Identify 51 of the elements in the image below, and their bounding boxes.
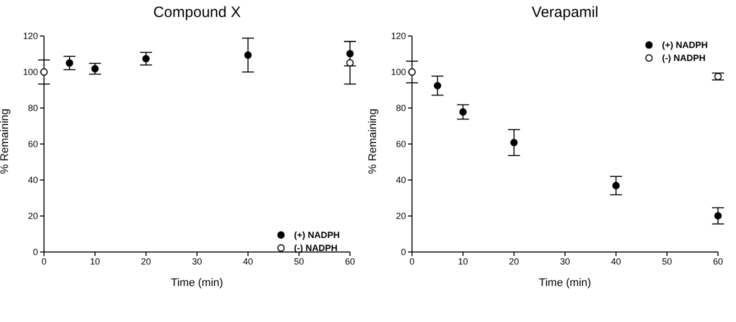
point (346, 50, 354, 58)
y-tick-label: 0 (400, 247, 406, 258)
point (91, 65, 99, 72)
x-tick-label: 10 (458, 256, 468, 266)
y-tick-label: 100 (390, 67, 406, 78)
point (510, 138, 518, 146)
legend-label: (-) NADPH (662, 52, 706, 62)
point (408, 68, 416, 76)
point (244, 51, 252, 59)
x-tick-label: 20 (140, 256, 152, 266)
point (434, 82, 442, 90)
y-tick-label: 100 (22, 67, 38, 78)
y-tick-label: 0 (32, 247, 38, 258)
point (714, 72, 722, 80)
point (459, 108, 467, 116)
point (612, 182, 620, 190)
y-tick-label: 40 (396, 175, 406, 186)
point (40, 68, 48, 76)
x-tick-label: 10 (90, 256, 100, 266)
x-axis-title: Time (min) (170, 277, 224, 289)
point (142, 54, 150, 62)
point (346, 59, 354, 67)
x-tick-label: 50 (662, 256, 672, 266)
y-tick-label: 80 (28, 103, 38, 114)
y-axis-title: % Remaining (366, 108, 379, 174)
x-tick-label: 40 (610, 256, 622, 266)
y-tick-label: 120 (390, 31, 406, 42)
x-tick-label: 20 (508, 256, 520, 266)
y-tick-label: 120 (22, 31, 38, 42)
y-tick-label: 60 (28, 139, 38, 150)
x-tick-label: 60 (712, 256, 724, 266)
chart-title: Compound X (152, 4, 242, 21)
y-axis-title: % Remaining (0, 108, 11, 174)
x-tick-label: 40 (242, 256, 254, 266)
x-tick-label: 0 (41, 256, 47, 266)
point (66, 59, 74, 67)
legend-label: (+) NADPH (294, 230, 340, 240)
y-tick-label: 20 (396, 211, 406, 222)
x-tick-label: 30 (192, 256, 202, 266)
x-tick-label: 30 (560, 256, 570, 266)
y-tick-label: 80 (396, 103, 406, 114)
x-axis-title: Time (min) (538, 277, 592, 289)
x-tick-label: 60 (344, 256, 356, 266)
y-tick-label: 20 (28, 211, 38, 222)
x-tick-label: 50 (294, 256, 304, 266)
y-tick-label: 60 (396, 139, 406, 150)
point (714, 212, 722, 220)
legend-label: (+) NADPH (662, 40, 708, 50)
y-tick-label: 40 (28, 175, 38, 186)
x-tick-label: 0 (409, 256, 415, 266)
chart-title: Verapamil (530, 4, 600, 21)
